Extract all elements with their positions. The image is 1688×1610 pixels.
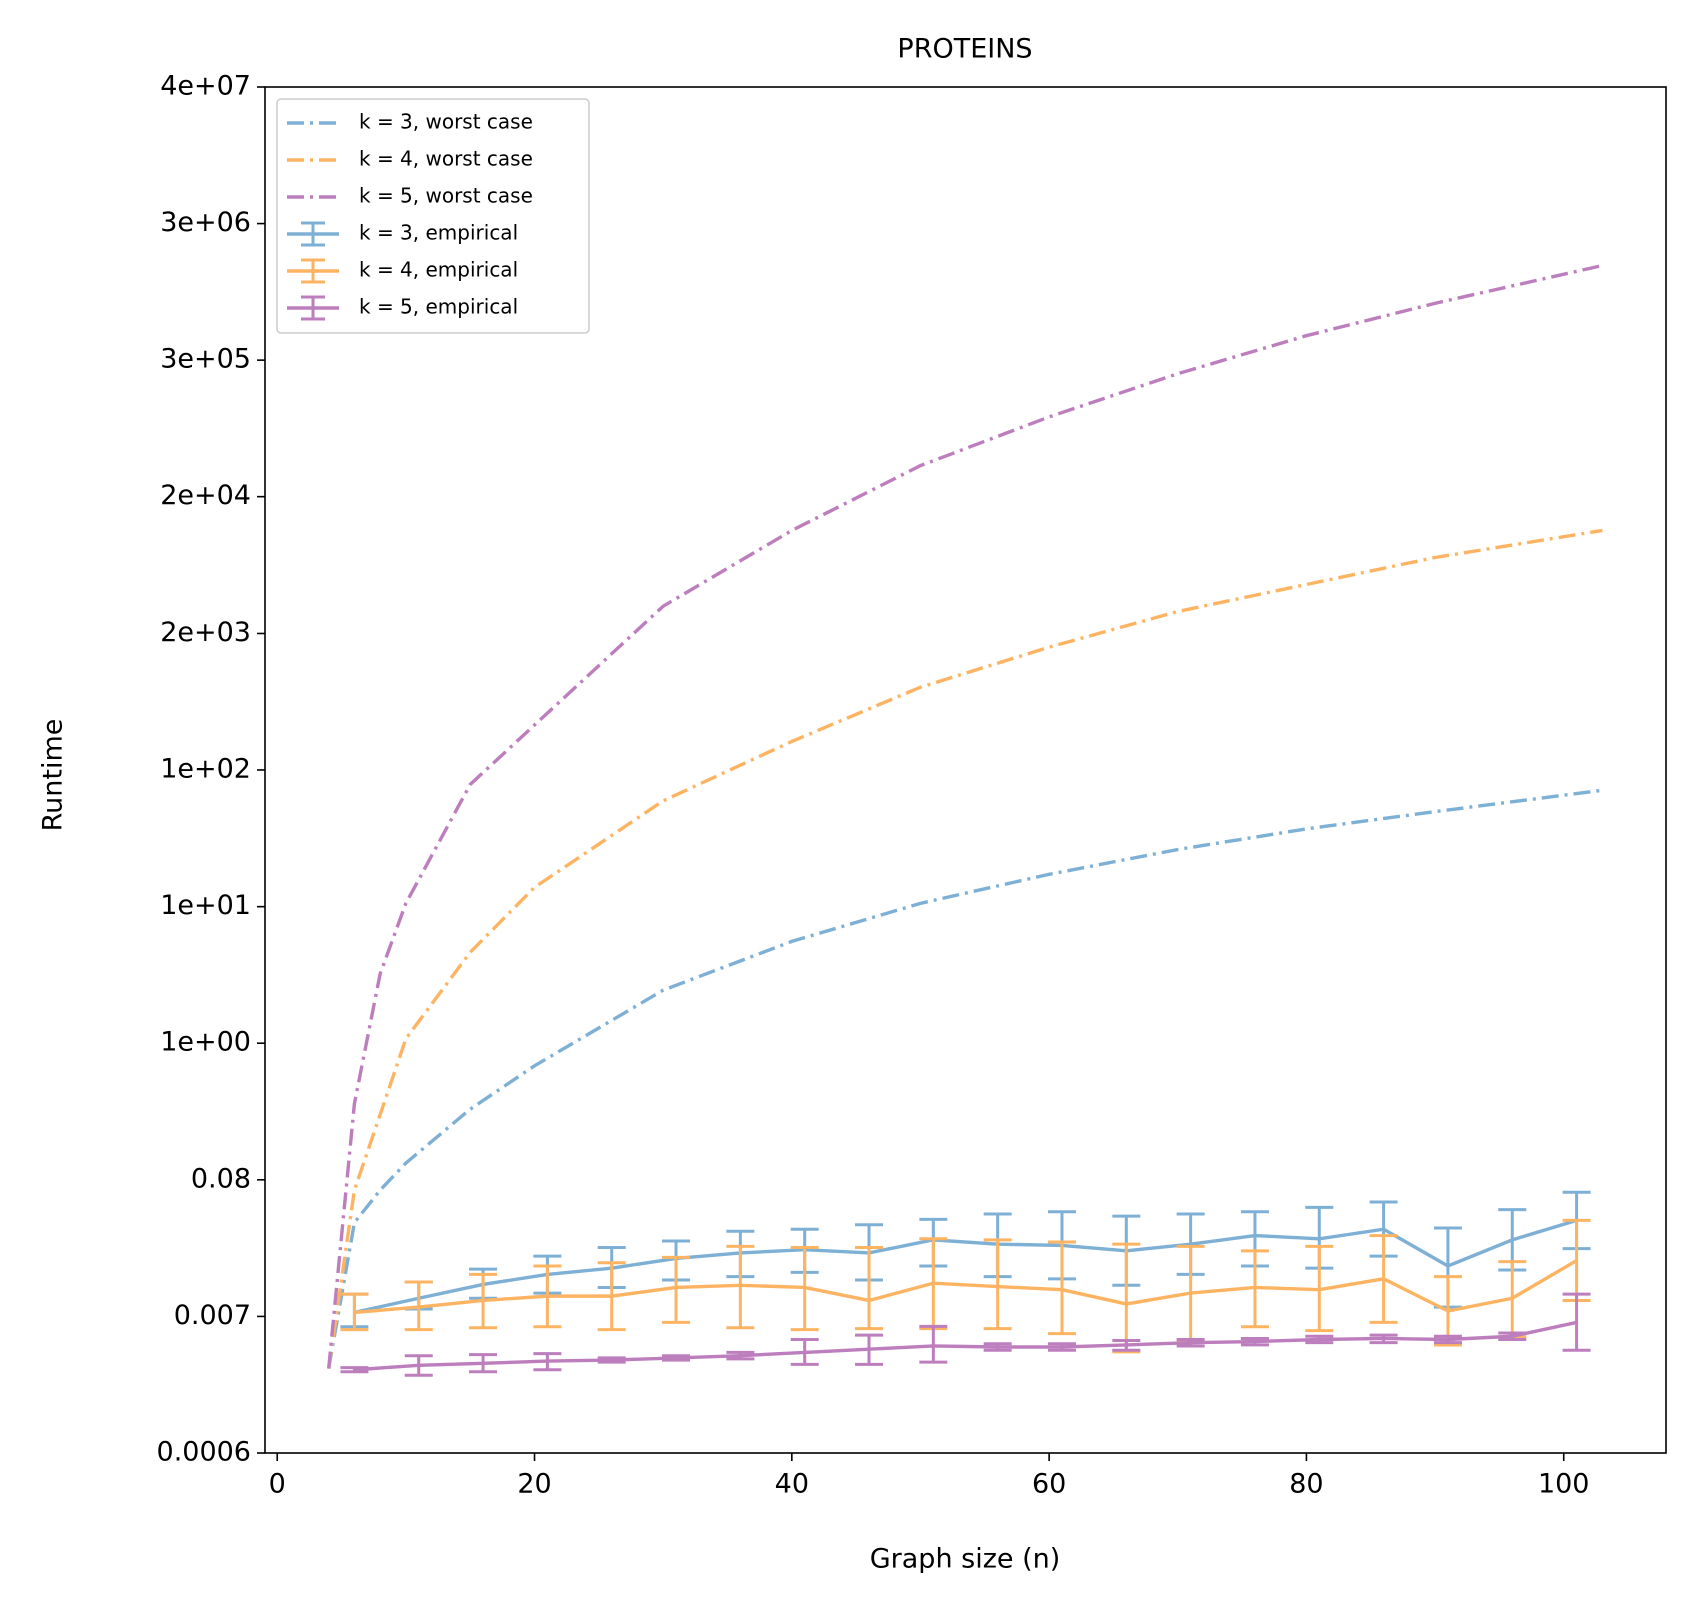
y-tick-label: 3e+06 xyxy=(160,207,251,238)
x-tick-label: 0 xyxy=(269,1469,286,1500)
plot-area xyxy=(326,263,1603,1377)
legend-label: k = 5, empirical xyxy=(359,295,518,319)
x-tick-label: 100 xyxy=(1538,1469,1590,1500)
y-tick-label: 4e+07 xyxy=(160,71,251,102)
x-tick-label: 40 xyxy=(775,1469,809,1500)
x-axis-label: Graph size (n) xyxy=(870,1544,1061,1575)
x-tick-label: 80 xyxy=(1289,1469,1323,1500)
y-tick-label: 1e+00 xyxy=(160,1027,251,1058)
series-line xyxy=(326,528,1603,1369)
y-axis-label: Runtime xyxy=(38,719,69,832)
x-tick-label: 60 xyxy=(1032,1469,1066,1500)
series-line xyxy=(354,1218,1578,1315)
y-tick-label: 2e+04 xyxy=(160,480,251,511)
chart-title: PROTEINS xyxy=(897,34,1032,65)
legend-box xyxy=(276,98,590,334)
legend-label: k = 4, worst case xyxy=(359,147,533,171)
y-tick-label: 1e+02 xyxy=(160,753,251,784)
legend-label: k = 4, empirical xyxy=(359,258,518,282)
legend-label: k = 3, worst case xyxy=(359,110,533,134)
legend-label: k = 5, worst case xyxy=(359,184,533,208)
y-tick-label: 3e+05 xyxy=(160,344,251,375)
y-tick-label: 1e+01 xyxy=(160,890,251,921)
series-line xyxy=(326,263,1603,1369)
series-line xyxy=(354,1259,1578,1315)
series-line xyxy=(354,1320,1577,1372)
legend-label: k = 3, empirical xyxy=(359,221,518,245)
series-line xyxy=(327,788,1603,1369)
y-tick-label: 2e+03 xyxy=(160,617,251,648)
y-tick-label: 0.08 xyxy=(191,1163,251,1194)
x-tick-label: 20 xyxy=(517,1469,551,1500)
y-tick-label: 0.007 xyxy=(174,1300,251,1331)
y-tick-label: 0.0006 xyxy=(157,1437,251,1468)
